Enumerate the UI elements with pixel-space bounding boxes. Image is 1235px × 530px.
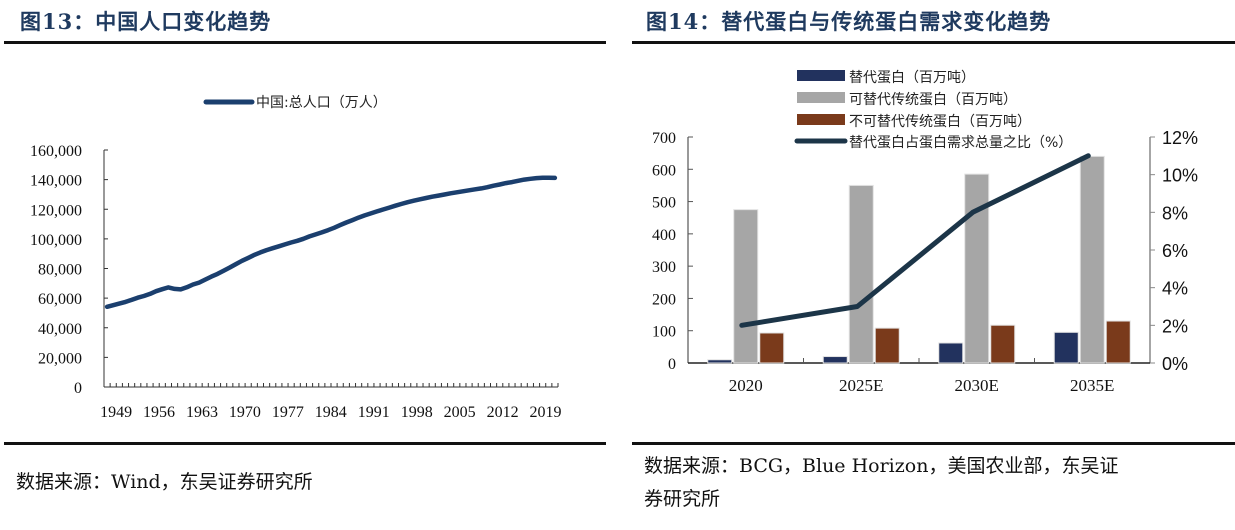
legend-label-3: 替代蛋白占蛋白需求总量之比（%）	[849, 135, 1072, 151]
left-y-tick-label: 0	[668, 356, 676, 373]
bar-0-2025E	[822, 356, 848, 364]
x-tick-label: 1984	[315, 404, 347, 421]
figure-14-panel: 图14：替代蛋白与传统蛋白需求变化趋势 替代蛋白（百万吨） 可替代传统蛋白（百万吨…	[628, 0, 1235, 530]
figure-13-source: 数据来源：Wind，东吴证券研究所	[16, 471, 313, 493]
left-y-tick-label: 400	[652, 227, 676, 244]
left-y-tick-label: 100	[652, 324, 676, 341]
x-tick-label: 1970	[229, 404, 261, 421]
y-tick-label: 0	[74, 380, 82, 397]
bar-0-2020	[707, 359, 733, 364]
left-y-tick-label: 200	[652, 291, 676, 308]
x-tick-label: 1963	[186, 404, 218, 421]
x-tick-label: 1956	[143, 404, 175, 421]
bar-1-2030E	[964, 173, 990, 364]
population-series-line	[104, 175, 558, 310]
x-tick-label: 1991	[358, 404, 390, 421]
x-tick-label: 1998	[401, 404, 433, 421]
y-tick-label: 120,000	[30, 202, 82, 219]
y-tick-label: 40,000	[38, 321, 82, 338]
x-tick-label: 2020	[729, 376, 763, 395]
x-tick-label: 2012	[487, 404, 519, 421]
right-y-tick-label: 12%	[1162, 128, 1198, 148]
x-tick-label: 2005	[444, 404, 476, 421]
bar-0-2030E	[938, 342, 964, 364]
x-tick-label: 2035E	[1070, 376, 1114, 395]
legend-label-0: 替代蛋白（百万吨）	[849, 70, 975, 86]
figure-13-panel: 图13：中国人口变化趋势 中国:总人口（万人） 0 20,000 40,000 60,0…	[0, 0, 615, 530]
right-y-tick-label: 6%	[1162, 241, 1188, 261]
title-divider	[4, 41, 606, 44]
source-divider	[4, 442, 606, 445]
ratio-series-line	[739, 153, 1091, 328]
bar-0-2035E	[1053, 331, 1079, 364]
y-tick-label: 100,000	[30, 232, 82, 249]
bar-1-2020	[733, 209, 759, 364]
left-y-tick-label: 700	[652, 130, 676, 147]
x-tick-label: 2025E	[839, 376, 883, 395]
legend-label: 中国:总人口（万人）	[256, 95, 387, 111]
right-y-tick-label: 2%	[1162, 316, 1188, 336]
population-line-chart: 中国:总人口（万人） 0 20,000 40,000 60,000 80,000 100,0…	[30, 95, 562, 421]
figure-14-title: 图14：替代蛋白与传统蛋白需求变化趋势	[646, 9, 1052, 34]
right-y-tick-label: 8%	[1162, 203, 1188, 223]
right-y-tick-label: 10%	[1162, 166, 1198, 186]
right-y-tick-label: 4%	[1162, 279, 1188, 299]
x-tick-label: 1949	[100, 404, 132, 421]
y-tick-label: 80,000	[38, 262, 82, 279]
y-tick-label: 160,000	[30, 143, 82, 160]
bar-1-2025E	[848, 184, 874, 364]
y-tick-label: 20,000	[38, 350, 82, 367]
left-y-tick-label: 500	[652, 195, 676, 212]
left-y-tick-label: 300	[652, 259, 676, 276]
x-tick-label: 2019	[530, 404, 562, 421]
legend-swatch-0	[797, 70, 845, 81]
legend-swatch-1	[797, 92, 845, 103]
protein-demand-combo-chart: 替代蛋白（百万吨） 可替代传统蛋白（百万吨） 不可替代传统蛋白（百万吨） 替代蛋白占蛋…	[652, 70, 1198, 395]
x-tick-label: 1977	[272, 404, 304, 421]
figure-14-source-line-2: 券研究所	[644, 488, 721, 510]
legend-label-1: 可替代传统蛋白（百万吨）	[849, 92, 1017, 108]
right-y-tick-label: 0%	[1162, 354, 1188, 374]
figure-14-source-line-1: 数据来源：BCG，Blue Horizon，美国农业部，东吴证	[644, 455, 1119, 477]
left-y-tick-label: 600	[652, 162, 676, 179]
bar-2-2025E	[874, 327, 900, 364]
legend-swatch-2	[797, 114, 845, 125]
x-tick-label: 2030E	[955, 376, 999, 395]
bar-2-2030E	[990, 324, 1016, 364]
source-divider	[632, 442, 1235, 445]
figure-13-title: 图13：中国人口变化趋势	[20, 9, 272, 34]
y-tick-label: 140,000	[30, 173, 82, 190]
title-divider	[632, 41, 1235, 44]
y-tick-label: 60,000	[38, 291, 82, 308]
bar-2-2020	[759, 332, 785, 364]
bar-2-2035E	[1105, 320, 1131, 364]
legend-label-2: 不可替代传统蛋白（百万吨）	[849, 114, 1031, 130]
figure-14-source: 数据来源：BCG，Blue Horizon，美国农业部，东吴证 券研究所	[644, 450, 1118, 516]
bar-1-2035E	[1079, 155, 1105, 364]
